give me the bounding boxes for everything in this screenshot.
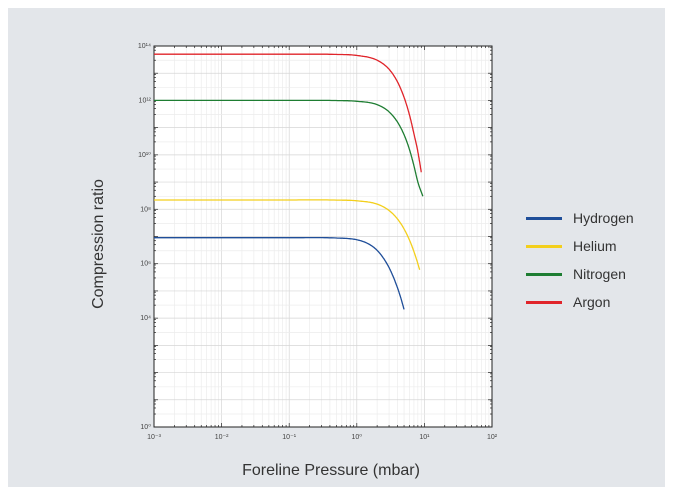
series-line-hydrogen <box>154 236 405 310</box>
x-tick-label: 10¹ <box>419 434 430 441</box>
x-tick-label: 10⁰ <box>352 433 363 441</box>
legend-item-argon: Argon <box>526 288 634 316</box>
y-axis-title: Compression ratio <box>90 179 107 309</box>
x-tick-label: 10⁻¹ <box>282 434 296 441</box>
x-tick-label: 10⁻³ <box>147 434 161 441</box>
legend-item-hydrogen: Hydrogen <box>526 204 634 232</box>
y-tick-label: 10⁶ <box>140 261 151 268</box>
legend-swatch-argon <box>526 300 562 304</box>
legend: Hydrogen Helium Nitrogen Argon <box>526 204 634 316</box>
y-tick-label: 10⁴ <box>140 315 151 322</box>
x-tick-label: 10² <box>487 434 498 441</box>
legend-label-hydrogen: Hydrogen <box>573 210 634 226</box>
y-tick-label: 10⁰ <box>140 423 151 431</box>
legend-swatch-nitrogen <box>526 272 562 276</box>
chart-svg: 10⁻³ 10⁻² 10⁻¹ 10⁰ 10¹ 10² 10⁰ 10⁴ 10⁶ 10⁸ 10¹⁰ 10¹… <box>138 43 498 441</box>
y-tick-label: 10¹⁰ <box>138 151 151 159</box>
y-tick-label: 10⁸ <box>140 206 151 213</box>
y-tick-label: 10¹⁴ <box>138 43 151 50</box>
legend-item-helium: Helium <box>526 232 634 260</box>
series-line-nitrogen <box>154 99 424 197</box>
chart-panel: 10⁻³ 10⁻² 10⁻¹ 10⁰ 10¹ 10² 10⁰ 10⁴ 10⁶ 10⁸ 10¹⁰ 10¹… <box>8 8 665 487</box>
legend-label-helium: Helium <box>573 238 617 254</box>
legend-swatch-helium <box>526 244 562 248</box>
legend-label-argon: Argon <box>573 294 611 310</box>
x-axis-title: Foreline Pressure (mbar) <box>242 462 420 479</box>
legend-swatch-hydrogen <box>526 216 562 220</box>
x-tick-label: 10⁻² <box>215 434 229 441</box>
legend-label-nitrogen: Nitrogen <box>573 266 626 282</box>
series-line-helium <box>154 199 421 270</box>
series-line-argon <box>154 53 422 173</box>
legend-item-nitrogen: Nitrogen <box>526 260 634 288</box>
y-tick-label: 10¹² <box>139 97 152 104</box>
